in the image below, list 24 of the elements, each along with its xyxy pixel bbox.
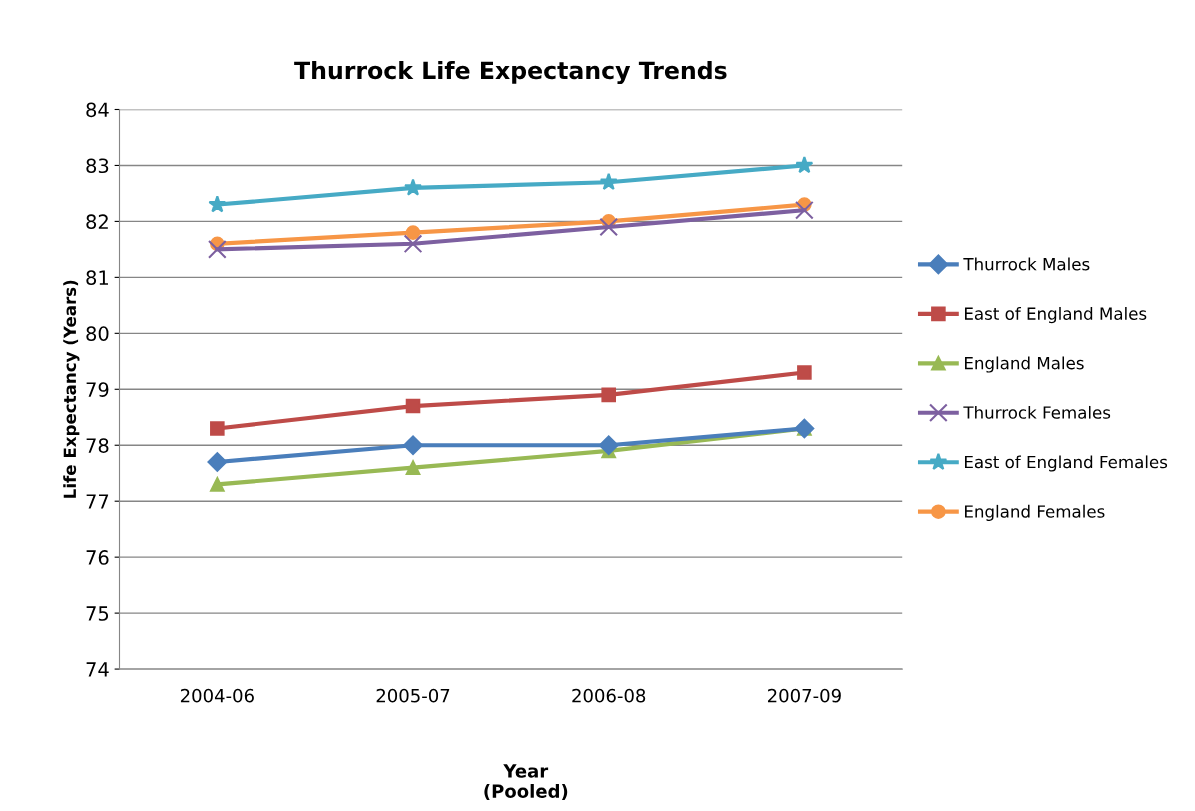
legend-label: East of England Females (965, 455, 1168, 472)
chart-title: Thurrock Life Expectancy Trends (294, 60, 727, 85)
y-tick-label: 83 (86, 158, 109, 174)
y-tick-label: 74 (86, 662, 109, 677)
x-axis-title: Year (Pooled) (484, 764, 568, 801)
y-axis-title: Life Expectancy (Years) (63, 280, 80, 498)
legend-label: England Males (965, 356, 1084, 373)
y-tick-label: 78 (86, 438, 109, 453)
y-tick-label: 75 (86, 606, 109, 621)
y-tick-label: 77 (86, 494, 109, 509)
x-tick-label: 2007-09 (767, 688, 841, 703)
x-tick-label: 2005-07 (376, 688, 450, 703)
legend-label: East of England Males (965, 307, 1147, 324)
legend-label: Thurrock Males (963, 257, 1090, 271)
legend-label: England Females (965, 504, 1105, 521)
x-tick-label: 2004-06 (180, 688, 254, 703)
y-tick-label: 79 (86, 382, 109, 397)
y-tick-label: 80 (86, 326, 109, 341)
y-tick-label: 81 (86, 270, 108, 286)
y-tick-label: 76 (86, 550, 109, 565)
x-tick-label: 2006-08 (572, 688, 646, 703)
legend-label: Thurrock Females (963, 405, 1111, 419)
y-tick-label: 82 (86, 214, 108, 230)
y-tick-label: 84 (86, 102, 109, 118)
